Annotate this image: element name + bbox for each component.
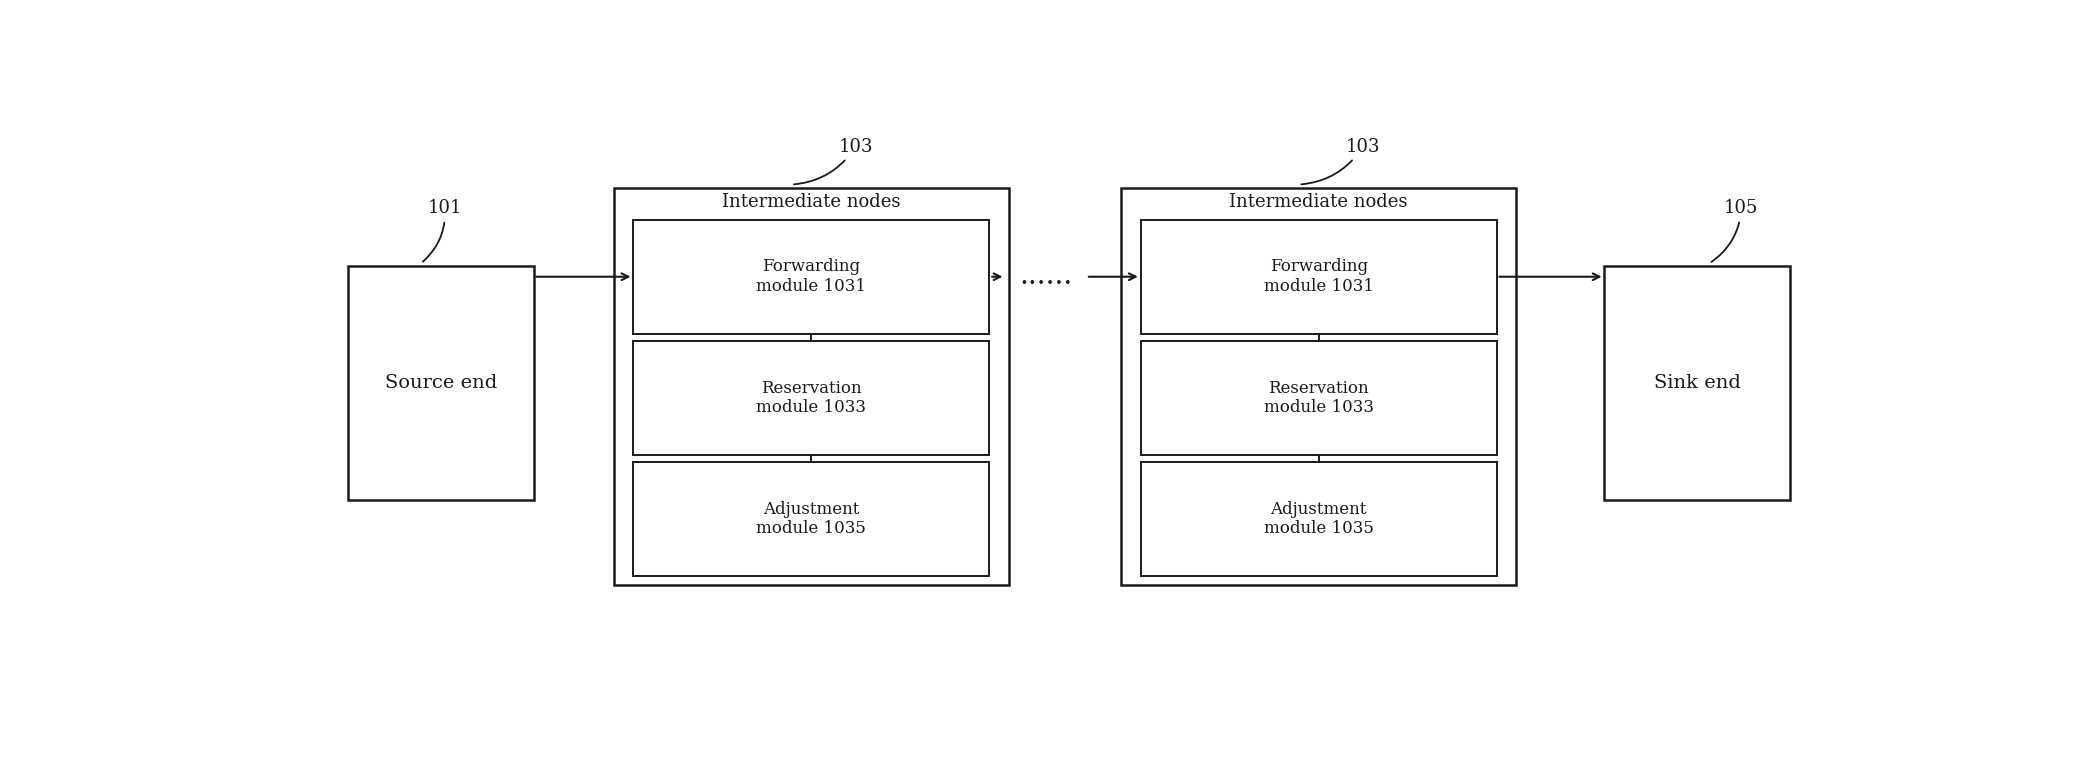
Text: Intermediate nodes: Intermediate nodes: [721, 193, 900, 211]
Text: Adjustment
module 1035: Adjustment module 1035: [756, 501, 867, 537]
Text: Sink end: Sink end: [1654, 374, 1741, 392]
Text: 103: 103: [1301, 137, 1380, 184]
Text: 105: 105: [1712, 199, 1758, 262]
Text: ......: ......: [1018, 263, 1072, 290]
Bar: [1141, 341, 1496, 455]
Bar: [1141, 462, 1496, 576]
Bar: [1604, 266, 1789, 500]
Text: Reservation
module 1033: Reservation module 1033: [1263, 380, 1374, 416]
Bar: [634, 219, 989, 334]
Bar: [1122, 187, 1517, 585]
Text: Intermediate nodes: Intermediate nodes: [1230, 193, 1409, 211]
Bar: [634, 341, 989, 455]
Text: Adjustment
module 1035: Adjustment module 1035: [1263, 501, 1374, 537]
Text: Forwarding
module 1031: Forwarding module 1031: [756, 258, 867, 295]
Text: Source end: Source end: [384, 374, 497, 392]
Text: Reservation
module 1033: Reservation module 1033: [756, 380, 867, 416]
Bar: [615, 187, 1008, 585]
Bar: [1141, 219, 1496, 334]
Text: Forwarding
module 1031: Forwarding module 1031: [1263, 258, 1374, 295]
Bar: [349, 266, 534, 500]
Bar: [634, 462, 989, 576]
Text: 103: 103: [794, 137, 873, 184]
Text: 101: 101: [424, 199, 461, 262]
